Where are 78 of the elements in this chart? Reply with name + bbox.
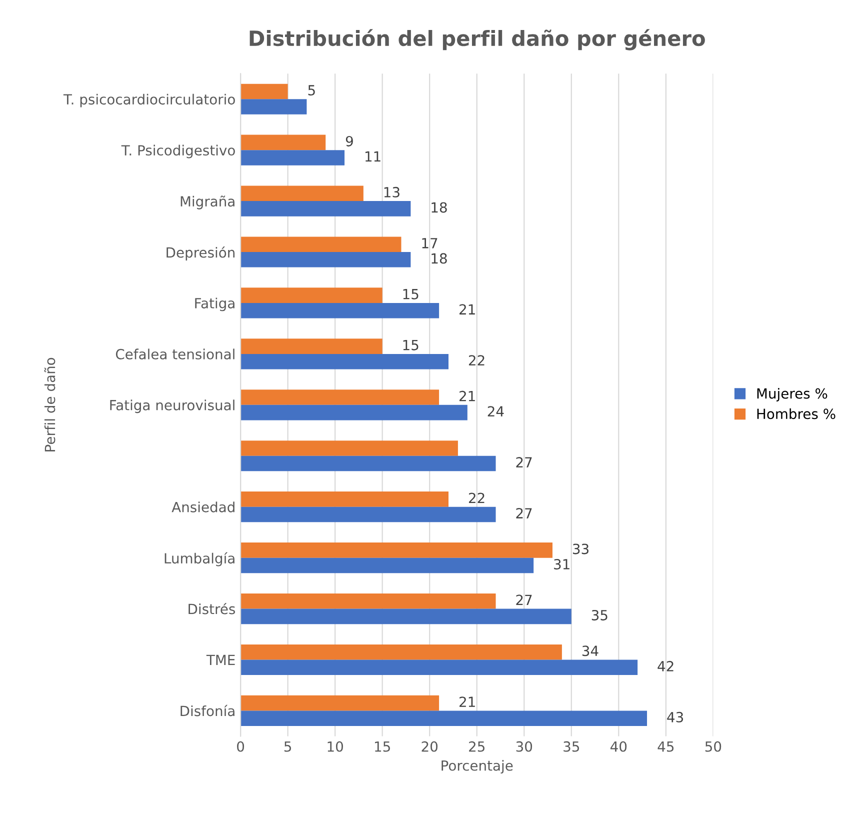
bar <box>240 390 440 405</box>
data-label: 27 <box>516 508 532 518</box>
y-tick-label: Disfonía <box>180 704 234 716</box>
data-label: 31 <box>554 558 570 570</box>
bar <box>240 134 326 150</box>
data-label: 22 <box>468 355 484 366</box>
data-label: 5 <box>308 85 315 96</box>
y-tick-label: Cefalea tensional <box>116 348 234 360</box>
x-tick-label: 50 <box>705 741 722 752</box>
y-axis-title: Perfil de daño <box>44 358 56 452</box>
bar <box>240 302 440 318</box>
data-label: 21 <box>460 696 475 707</box>
bar <box>240 236 402 252</box>
y-tick-label: Fatiga <box>195 298 234 312</box>
y-tick-label: Depresión <box>166 246 234 260</box>
data-label: 27 <box>516 457 532 468</box>
data-label: 22 <box>468 492 484 504</box>
bar <box>240 338 382 354</box>
bar <box>240 150 345 166</box>
x-tick-label: 15 <box>375 741 390 752</box>
x-tick-label: 45 <box>658 741 674 752</box>
bar <box>240 354 448 370</box>
data-label: 27 <box>516 594 532 605</box>
y-tick-label: Distrés <box>188 602 236 614</box>
y-tick-label: Fatiga neurovisual <box>110 400 234 414</box>
bar <box>240 252 411 268</box>
bar <box>240 440 458 456</box>
bar <box>240 542 552 558</box>
data-label: 33 <box>572 544 588 554</box>
x-tick-label: 5 <box>284 741 292 752</box>
data-label: 9 <box>346 136 353 146</box>
data-label: 18 <box>432 253 447 264</box>
data-label: 43 <box>667 712 684 722</box>
legend-label: Mujeres % <box>757 388 828 402</box>
bar <box>240 506 496 522</box>
legend-label: Hombres % <box>757 408 836 420</box>
y-tick-label: TME <box>206 654 235 666</box>
data-label: 13 <box>384 186 400 198</box>
data-label: 15 <box>403 340 418 350</box>
bar <box>240 710 648 726</box>
data-label: 11 <box>365 151 380 162</box>
bar <box>240 608 572 624</box>
data-label: 15 <box>403 289 418 300</box>
y-tick-label: T. Psicodigestivo <box>121 144 235 158</box>
bar <box>240 186 364 202</box>
bar <box>240 456 496 472</box>
data-label: 24 <box>488 406 504 416</box>
data-label: 35 <box>592 610 608 620</box>
x-tick-label: 30 <box>516 741 532 752</box>
bar <box>240 558 534 574</box>
data-label: 18 <box>432 202 447 213</box>
x-tick-label: 20 <box>422 741 438 752</box>
data-label: 34 <box>582 646 598 656</box>
bar <box>240 644 562 660</box>
bar <box>240 660 638 676</box>
y-tick-label: Migraña <box>180 196 234 210</box>
y-tick-label: Ansiedad <box>172 502 234 512</box>
bar <box>240 695 440 711</box>
bar <box>240 593 496 609</box>
x-tick-label: 35 <box>564 741 580 752</box>
data-label: 42 <box>658 660 674 672</box>
bar <box>240 99 307 114</box>
bar <box>240 404 468 420</box>
y-tick-label: T. psicocardiocirculatorio <box>63 94 235 108</box>
x-tick-label: 40 <box>610 741 627 752</box>
x-tick-label: 0 <box>237 741 244 752</box>
bar <box>240 84 288 100</box>
x-axis-title: Porcentaje <box>442 760 513 774</box>
data-label: 21 <box>460 304 475 314</box>
bar <box>240 492 448 507</box>
x-tick-label: 25 <box>469 741 484 752</box>
y-tick-label: Lumbalgía <box>164 552 234 566</box>
data-label: 21 <box>460 390 475 402</box>
bar <box>240 288 382 303</box>
x-tick-label: 10 <box>328 741 343 752</box>
data-label: 17 <box>422 238 438 248</box>
bar <box>240 201 411 216</box>
chart-title: Distribución del perfil daño por género <box>250 29 705 50</box>
